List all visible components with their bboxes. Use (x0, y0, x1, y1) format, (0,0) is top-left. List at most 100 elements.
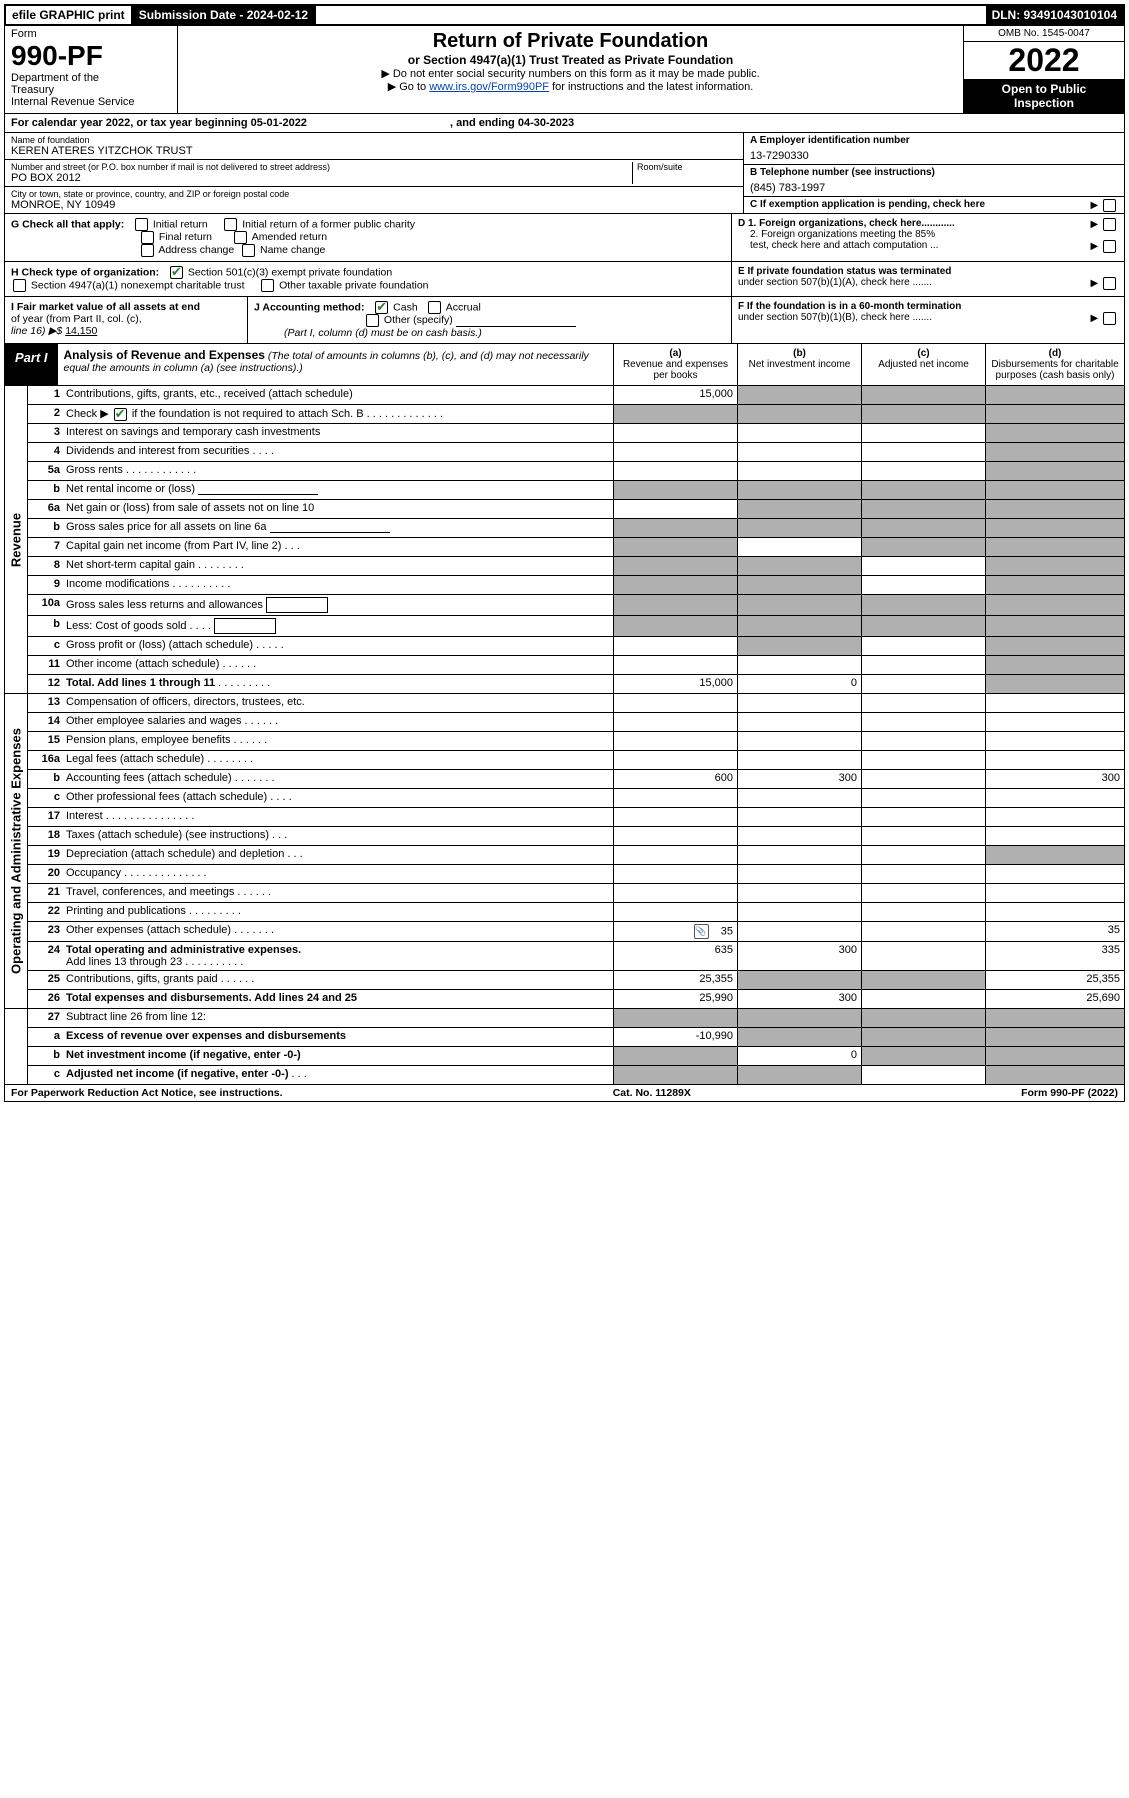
chk-schb[interactable] (114, 408, 127, 421)
f2-label: under section 507(b)(1)(B), check here .… (738, 312, 932, 323)
chk-4947[interactable] (13, 279, 26, 292)
d2a-label: 2. Foreign organizations meeting the 85% (750, 229, 935, 240)
ln3-d (985, 424, 1124, 442)
ln11-desc: Other income (attach schedule) . . . . .… (64, 656, 613, 674)
ln18-b (737, 827, 861, 845)
ln16c-desc: Other professional fees (attach schedule… (64, 789, 613, 807)
ln10a-box (266, 597, 328, 613)
f-options: F If the foundation is in a 60-month ter… (731, 297, 1124, 343)
info-left: Name of foundation KEREN ATERES YITZCHOK… (5, 133, 743, 213)
ln16b-d: 300 (985, 770, 1124, 788)
ln1-a: 15,000 (613, 386, 737, 404)
irs-link[interactable]: www.irs.gov/Form990PF (429, 81, 549, 93)
chk-d2[interactable] (1103, 240, 1116, 253)
opt-initial-return: Initial return (153, 218, 208, 230)
ln12-c (861, 675, 985, 693)
chk-name-change[interactable] (242, 244, 255, 257)
ln17-a (613, 808, 737, 826)
ln27a-a: -10,990 (613, 1028, 737, 1046)
side-revenue: Revenue (5, 386, 28, 693)
top-bar: efile GRAPHIC print Submission Date - 20… (4, 4, 1125, 26)
ln27-b (737, 1009, 861, 1027)
dept-line-3: Internal Revenue Service (11, 96, 171, 108)
chk-501c3[interactable] (170, 266, 183, 279)
ln6a-c (861, 500, 985, 518)
dept-line-1: Department of the (11, 72, 171, 84)
part-label: Part I (5, 344, 58, 385)
ln13-desc: Compensation of officers, directors, tru… (64, 694, 613, 712)
ln13-c (861, 694, 985, 712)
ln16c-a (613, 789, 737, 807)
ln22-b (737, 903, 861, 921)
form-header: Form 990-PF Department of the Treasury I… (4, 26, 1125, 114)
ln26-num: 26 (28, 990, 64, 1008)
footer-right: Form 990-PF (2022) (1021, 1087, 1118, 1099)
chk-cash[interactable] (375, 301, 388, 314)
ln24-c (861, 942, 985, 970)
ln21-num: 21 (28, 884, 64, 902)
i-lbl3: line 16) ▶$ (11, 325, 65, 337)
chk-initial-return[interactable] (135, 218, 148, 231)
ln24-d: 335 (985, 942, 1124, 970)
ln5b-num: b (28, 481, 64, 499)
exemption-checkbox[interactable] (1103, 199, 1116, 212)
ln19-d (985, 846, 1124, 864)
ln26-c (861, 990, 985, 1008)
ln13-a (613, 694, 737, 712)
ln27b-a (613, 1047, 737, 1065)
ln10c-d (985, 637, 1124, 655)
chk-d1[interactable] (1103, 218, 1116, 231)
page-footer: For Paperwork Reduction Act Notice, see … (4, 1085, 1125, 1102)
chk-other-taxable[interactable] (261, 279, 274, 292)
ln4-d (985, 443, 1124, 461)
chk-e[interactable] (1103, 277, 1116, 290)
ln11-b (737, 656, 861, 674)
ln27a-num: a (28, 1028, 64, 1046)
ln1-b (737, 386, 861, 404)
efile-label[interactable]: efile GRAPHIC print (6, 6, 133, 24)
ln9-a (613, 576, 737, 594)
chk-f[interactable] (1103, 312, 1116, 325)
ln2-a (613, 405, 737, 423)
ln5b-desc: Net rental income or (loss) (64, 481, 613, 499)
ln10a-num: 10a (28, 595, 64, 615)
ln3-c (861, 424, 985, 442)
chk-final-return[interactable] (141, 231, 154, 244)
ln16a-a (613, 751, 737, 769)
ln27-d (985, 1009, 1124, 1027)
d-options: D 1. Foreign organizations, check here..… (731, 214, 1124, 261)
ln5a-b (737, 462, 861, 480)
chk-address-change[interactable] (141, 244, 154, 257)
ln10c-a (613, 637, 737, 655)
chk-accrual[interactable] (428, 301, 441, 314)
ln3-b (737, 424, 861, 442)
col-c-head: (c)Adjusted net income (861, 344, 985, 385)
chk-amended-return[interactable] (234, 231, 247, 244)
d1-label: D 1. Foreign organizations, check here..… (738, 218, 955, 229)
ln25-desc: Contributions, gifts, grants paid . . . … (64, 971, 613, 989)
ln3-num: 3 (28, 424, 64, 442)
ln1-d (985, 386, 1124, 404)
ln17-desc: Interest . . . . . . . . . . . . . . . (64, 808, 613, 826)
ln10a-d (985, 595, 1124, 615)
ln6b-inline (270, 532, 390, 533)
ln17-b (737, 808, 861, 826)
exemption-label: C If exemption application is pending, c… (750, 199, 985, 210)
ln14-desc: Other employee salaries and wages . . . … (64, 713, 613, 731)
ln6a-num: 6a (28, 500, 64, 518)
ln3-desc: Interest on savings and temporary cash i… (64, 424, 613, 442)
ln24-desc: Total operating and administrative expen… (64, 942, 613, 970)
ln27c-d (985, 1066, 1124, 1084)
ln19-c (861, 846, 985, 864)
side-summary (5, 1009, 28, 1084)
ln5b-c (861, 481, 985, 499)
ln16b-num: b (28, 770, 64, 788)
chk-other-method[interactable] (366, 314, 379, 327)
i-lbl1: I Fair market value of all assets at end (11, 301, 200, 313)
ln23-c (861, 922, 985, 941)
chk-initial-former[interactable] (224, 218, 237, 231)
ln12-d (985, 675, 1124, 693)
ln2-desc: Check ▶ if the foundation is not require… (64, 405, 613, 423)
attachment-icon[interactable]: 📎 (694, 924, 709, 939)
ln27a-d (985, 1028, 1124, 1046)
